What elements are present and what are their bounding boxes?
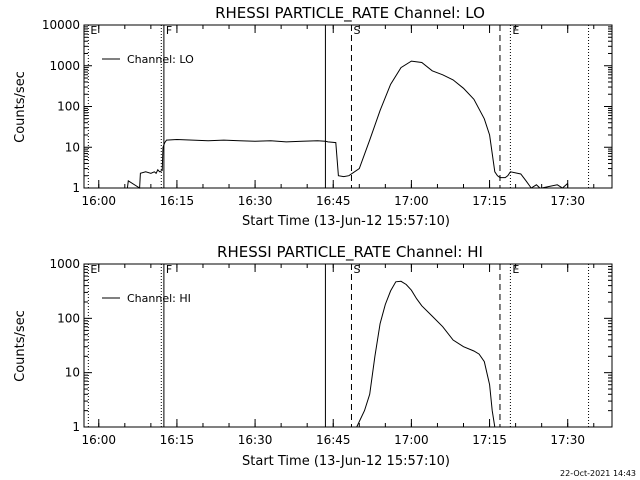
y-ticks-lo: 1 10 100 1000 10000: [42, 18, 612, 195]
x-tick-label: 16:15: [160, 433, 195, 447]
event-marker-label: F: [166, 263, 172, 276]
event-marker-label: E: [512, 24, 519, 37]
event-marker-label: E: [90, 263, 97, 276]
y-ticks-hi: 1 10 100 1000: [49, 257, 612, 434]
x-axis-label-hi: Start Time (13-Jun-12 15:57:10): [242, 454, 450, 469]
y-axis-label-hi: Counts/sec: [13, 310, 28, 382]
event-marker-label: S: [353, 24, 360, 37]
plot-frame-lo: [83, 24, 613, 189]
y-tick-label: 10: [65, 140, 80, 154]
x-tick-label: 16:00: [81, 194, 116, 208]
series-line-hi: [356, 280, 496, 428]
series-line-lo: [126, 60, 569, 189]
x-tick-label: 17:30: [550, 433, 585, 447]
plot-frame-hi: [83, 263, 613, 428]
x-tick-label: 16:30: [238, 194, 273, 208]
x-tick-label: 16:00: [81, 433, 116, 447]
x-ticks-hi: 16:00 16:15 16:30 16:45 17:00 17:15 17:30: [81, 264, 595, 447]
y-tick-label: 100: [57, 100, 80, 114]
y-tick-label: 100: [57, 311, 80, 325]
x-tick-label: 17:30: [550, 194, 585, 208]
x-tick-label: 16:15: [160, 194, 195, 208]
chart-panel-hi: RHESSI PARTICLE_RATE Channel: HI Counts/…: [13, 243, 613, 469]
x-tick-label: 17:15: [472, 433, 507, 447]
legend-label-lo: Channel: LO: [127, 53, 194, 66]
x-tick-label: 17:00: [394, 433, 429, 447]
x-tick-label: 16:30: [238, 433, 273, 447]
y-axis-label-lo: Counts/sec: [13, 71, 28, 143]
event-marker-label: E: [512, 263, 519, 276]
event-marker-label: S: [353, 263, 360, 276]
x-ticks-lo: 16:00 16:15 16:30 16:45 17:00 17:15 17:30: [81, 25, 595, 208]
chart-title-hi: RHESSI PARTICLE_RATE Channel: HI: [217, 243, 483, 262]
x-tick-label: 17:15: [472, 194, 507, 208]
y-tick-label: 10000: [42, 18, 80, 32]
x-tick-label: 16:45: [316, 194, 351, 208]
legend-lo: Channel: LO: [102, 53, 194, 66]
chart-panel-lo: RHESSI PARTICLE_RATE Channel: LO Counts/…: [13, 4, 613, 229]
y-tick-label: 10: [65, 366, 80, 380]
y-tick-label: 1: [72, 420, 80, 434]
chart-title-lo: RHESSI PARTICLE_RATE Channel: LO: [215, 4, 485, 23]
footer-timestamp: 22-Oct-2021 14:43: [560, 469, 636, 478]
legend-hi: Channel: HI: [102, 292, 191, 305]
y-tick-label: 1000: [49, 257, 80, 271]
event-marker-label: F: [166, 24, 172, 37]
x-axis-label-lo: Start Time (13-Jun-12 15:57:10): [242, 214, 450, 229]
x-tick-label: 17:00: [394, 194, 429, 208]
event-marker-label: E: [90, 24, 97, 37]
legend-label-hi: Channel: HI: [127, 292, 191, 305]
y-tick-label: 1: [72, 181, 80, 195]
x-tick-label: 16:45: [316, 433, 351, 447]
y-tick-label: 1000: [49, 59, 80, 73]
